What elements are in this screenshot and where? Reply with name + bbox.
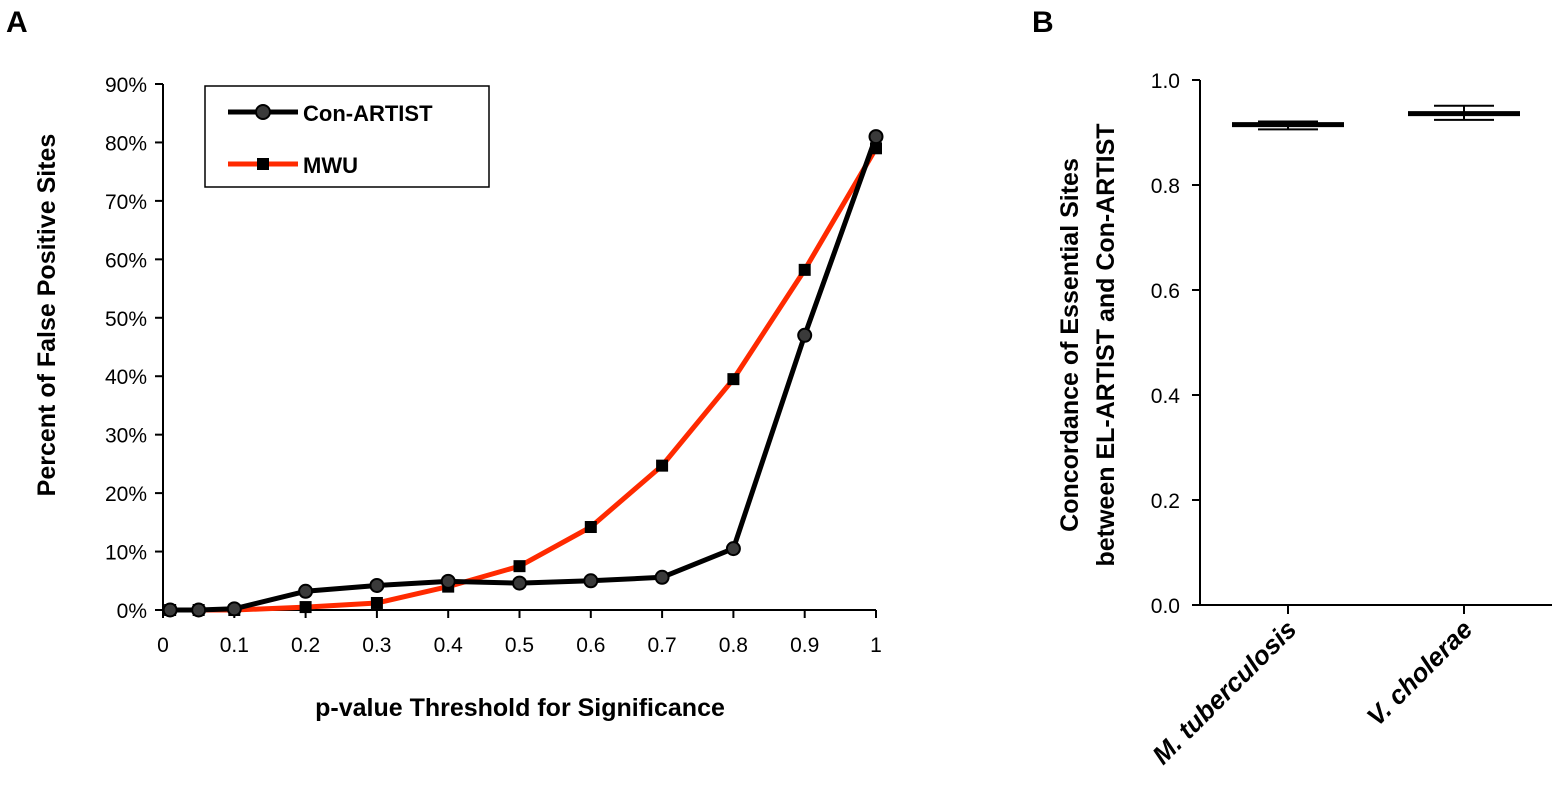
mwu-point xyxy=(370,596,383,609)
b-x-ticks: M. tuberculosis V. cholerae xyxy=(1146,605,1478,770)
legend-con-artist-marker xyxy=(255,104,271,120)
mwu-point xyxy=(584,521,597,534)
b-y-ticks: 0.0 0.2 0.4 0.6 0.8 1.0 xyxy=(1151,70,1200,618)
b-y-tick-label: 0.2 xyxy=(1151,490,1180,513)
a-y-tick-label: 20% xyxy=(105,483,147,506)
con-artist-point xyxy=(226,601,242,617)
legend-box xyxy=(204,85,490,188)
a-y-tick-label: 70% xyxy=(105,191,147,214)
a-y-tick-label: 40% xyxy=(105,366,147,389)
panel-a-letter: A xyxy=(6,6,28,39)
a-y-tick-label: 10% xyxy=(105,542,147,565)
a-x-tick-label: 0.5 xyxy=(505,634,534,657)
con-artist-point xyxy=(162,602,178,618)
a-y-axis-title: Percent of False Positive Sites xyxy=(33,134,61,497)
a-x-tick-label: 1 xyxy=(870,634,882,657)
a-x-tick-label: 0.4 xyxy=(434,634,464,657)
a-y-tick-label: 80% xyxy=(105,132,147,155)
b-y-axis-title-line2: between EL-ARTIST and Con-ARTIST xyxy=(1092,123,1120,566)
a-x-tick-label: 0.6 xyxy=(576,634,605,657)
legend-mwu-label: MWU xyxy=(303,153,358,178)
a-x-tick-label: 0.7 xyxy=(647,634,676,657)
con-artist-point xyxy=(583,573,599,589)
b-data-points xyxy=(1232,104,1520,131)
a-x-axis-title: p-value Threshold for Significance xyxy=(315,694,725,722)
mwu-series-line xyxy=(170,147,879,613)
a-y-tick-label: 30% xyxy=(105,425,147,448)
b-y-tick-label: 0.4 xyxy=(1151,385,1181,408)
a-x-tick-label: 0.8 xyxy=(719,634,748,657)
b-y-axis-title-line1: Concordance of Essential Sites xyxy=(1056,158,1084,532)
b-y-tick-label: 1.0 xyxy=(1151,70,1180,93)
legend: Con-ARTIST MWU xyxy=(204,85,490,188)
con-artist-point xyxy=(369,577,385,593)
mwu-point xyxy=(513,560,526,573)
a-x-tick-label: 0.1 xyxy=(220,634,249,657)
a-series-markers xyxy=(162,129,884,618)
a-x-tick-label: 0 xyxy=(157,634,169,657)
a-series-lines xyxy=(170,135,879,613)
b-category-label: M. tuberculosis xyxy=(1146,614,1302,770)
con-artist-point xyxy=(440,573,456,589)
panel-b-letter: B xyxy=(1032,6,1054,39)
a-x-tick-label: 0.3 xyxy=(362,634,391,657)
a-y-tick-label: 50% xyxy=(105,308,147,331)
con-artist-point xyxy=(191,602,207,618)
con-artist-series-line xyxy=(170,135,879,613)
mwu-point xyxy=(299,601,312,614)
a-y-tick-label: 90% xyxy=(105,74,147,97)
mwu-point xyxy=(798,263,811,276)
a-y-tick-label: 0% xyxy=(117,600,147,623)
con-artist-point xyxy=(868,129,884,145)
con-artist-point xyxy=(298,583,314,599)
panel-b-chart: 0.0 0.2 0.4 0.6 0.8 1.0 M. tuberculosis V. cho… xyxy=(1056,70,1552,770)
con-artist-point xyxy=(725,541,741,557)
con-artist-point xyxy=(512,575,527,591)
con-artist-point xyxy=(654,569,670,585)
b-y-tick-label: 0.6 xyxy=(1151,280,1180,303)
a-x-tick-label: 0.9 xyxy=(790,634,819,657)
legend-mwu-marker xyxy=(257,158,269,170)
mwu-point xyxy=(870,142,882,155)
a-y-ticks: 0% 10% 20% 30% 40% 50% 60% 70% 80% 90% xyxy=(105,74,163,623)
a-x-ticks: 0 0.1 0.2 0.3 0.4 0.5 0.6 0.7 0.8 0.9 1 xyxy=(157,610,882,657)
mwu-point xyxy=(656,459,669,472)
b-y-tick-label: 0.8 xyxy=(1151,175,1180,198)
mwu-point xyxy=(727,373,740,386)
a-y-tick-label: 60% xyxy=(105,249,147,272)
b-y-tick-label: 0.0 xyxy=(1151,595,1180,618)
legend-con-artist-label: Con-ARTIST xyxy=(303,101,433,126)
panel-a-chart: 0% 10% 20% 30% 40% 50% 60% 70% 80% 90% 0 0.1 0.2 0.3… xyxy=(33,74,884,722)
b-category-label: V. cholerae xyxy=(1361,614,1479,732)
a-x-tick-label: 0.2 xyxy=(291,634,320,657)
con-artist-point xyxy=(797,327,813,343)
